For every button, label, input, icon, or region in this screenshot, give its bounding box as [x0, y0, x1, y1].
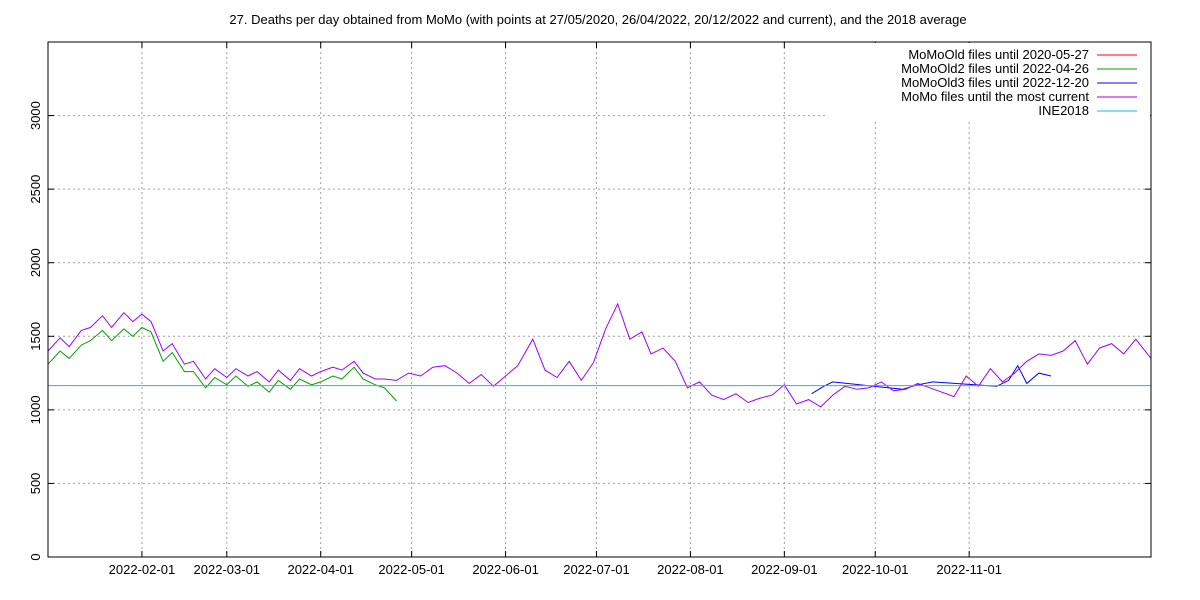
- x-tick-label: 2022-03-01: [194, 562, 261, 577]
- series-line-1: [47, 326, 397, 402]
- legend-label: MoMoOld3 files until 2022-12-20: [901, 75, 1089, 90]
- series-layer: [47, 302, 1152, 408]
- x-tick-label: 2022-09-01: [751, 562, 818, 577]
- grid-layer: [48, 42, 1151, 557]
- y-tick-label: 1500: [28, 322, 43, 351]
- x-tick-label: 2022-10-01: [842, 562, 909, 577]
- legend-label: MoMoOld files until 2020-05-27: [908, 47, 1089, 62]
- y-tick-label: 2000: [28, 248, 43, 277]
- x-tick-label: 2022-07-01: [563, 562, 630, 577]
- x-tick-label: 2022-06-01: [472, 562, 539, 577]
- chart-title: 27. Deaths per day obtained from MoMo (w…: [229, 12, 966, 27]
- y-tick-label: 1000: [28, 395, 43, 424]
- legend-label: MoMoOld2 files until 2022-04-26: [901, 61, 1089, 76]
- plot-frame: [47, 41, 1152, 558]
- series-line-2: [811, 364, 1052, 395]
- x-tick-label: 2022-11-01: [936, 562, 1002, 577]
- x-tick-label: 2022-08-01: [657, 562, 724, 577]
- legend-background: [828, 43, 1150, 119]
- series-line-3: [47, 302, 1152, 408]
- legend-label: MoMo files until the most current: [901, 89, 1089, 104]
- legend-label: INE2018: [1038, 103, 1089, 118]
- y-tick-label: 500: [28, 473, 43, 495]
- axis-layer: 0 500 1000 1500 2000 2500 3000 2022-02-01 2022-0…: [28, 41, 1152, 577]
- x-tick-label: 2022-04-01: [287, 562, 354, 577]
- x-tick-label: 2022-02-01: [109, 562, 176, 577]
- y-tick-label: 2500: [28, 175, 43, 204]
- y-tick-label: 3000: [28, 101, 43, 130]
- x-tick-label: 2022-05-01: [378, 562, 445, 577]
- y-tick-label: 0: [28, 553, 43, 560]
